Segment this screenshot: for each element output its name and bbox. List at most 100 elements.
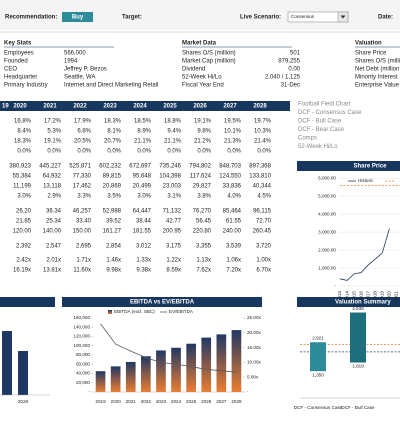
data-label: 4,536 bbox=[352, 306, 364, 311]
y-tick-label: 80,000 bbox=[76, 352, 90, 357]
stat-value: Jeffrey P. Bezos bbox=[64, 67, 107, 73]
cell: 96,115 bbox=[253, 209, 272, 215]
cell: 260.45 bbox=[253, 229, 272, 235]
y2-tick-label: 10.00x bbox=[247, 360, 261, 365]
chart-title: Share Price bbox=[353, 164, 387, 170]
legend-label: Historic bbox=[358, 178, 374, 183]
label: Live Scenario: bbox=[240, 15, 281, 21]
cell: 7.20x bbox=[226, 268, 241, 274]
data-label: 2,921 bbox=[312, 335, 324, 340]
cell: 13.81x bbox=[43, 268, 61, 274]
x-tick-label: 2023 bbox=[156, 399, 167, 404]
ebitda-header bbox=[62, 297, 262, 307]
cell: 23,003 bbox=[163, 184, 182, 190]
left-chart-header bbox=[0, 297, 55, 307]
x-tick-label: 2028 bbox=[18, 399, 29, 404]
scenario[interactable]: Consensus bbox=[291, 14, 315, 19]
cell: 848,703 bbox=[219, 164, 241, 170]
cell: 0.0% bbox=[17, 149, 31, 155]
stat-value: 0.00 bbox=[288, 67, 300, 73]
cell: 2,695 bbox=[76, 244, 92, 250]
cell: 16.8% bbox=[14, 119, 32, 125]
x-tick-label: DCF - Consensus Case bbox=[294, 405, 343, 410]
cell: 2.01x bbox=[46, 258, 61, 264]
cell: 64,932 bbox=[43, 174, 62, 180]
cell: 181.55 bbox=[133, 229, 152, 235]
cell: 3.8% bbox=[197, 194, 211, 200]
link: Comps bbox=[298, 136, 317, 142]
x-tick-label: 2026 bbox=[201, 399, 212, 404]
x-tick-label: 2017 bbox=[365, 291, 370, 302]
bar bbox=[18, 351, 28, 395]
cell: 3.5% bbox=[107, 194, 121, 200]
y2-tick-label: - bbox=[247, 389, 249, 394]
cell: 0.0% bbox=[47, 149, 61, 155]
dropdown-arrow bbox=[340, 15, 346, 19]
stat-label: Share Price bbox=[355, 51, 387, 57]
stat-value: 879,255 bbox=[278, 59, 300, 65]
x-tick-label: 2018 bbox=[373, 291, 378, 302]
cell: 117,624 bbox=[190, 174, 212, 180]
cell: 140.00 bbox=[43, 229, 62, 235]
y2-tick-label: 5.00x bbox=[247, 374, 259, 379]
chart-title: EBITDA vs EV/EBITDA bbox=[130, 300, 195, 306]
x-tick-label: 2021 bbox=[126, 399, 137, 404]
x-tick-label: 2024 bbox=[171, 399, 182, 404]
cell: 0.0% bbox=[137, 149, 151, 155]
cell: 20.7% bbox=[104, 139, 122, 145]
cell: 3,539 bbox=[226, 244, 242, 250]
bar bbox=[350, 312, 366, 363]
cell: 2,392 bbox=[16, 244, 32, 250]
stat-value: 31-Dec bbox=[281, 83, 300, 89]
y-tick-label: 6,000.00 bbox=[318, 175, 336, 180]
cell: 21.2% bbox=[194, 139, 212, 145]
y-tick-label: - bbox=[88, 389, 90, 394]
x-tick-label: 2016 bbox=[358, 291, 363, 302]
label: Recommendation: bbox=[5, 15, 57, 21]
cell: 56.45 bbox=[196, 219, 212, 225]
cell: 42.77 bbox=[166, 219, 182, 225]
cell: 5.3% bbox=[47, 129, 61, 135]
x-tick-label: 2022 bbox=[141, 399, 152, 404]
y-tick-label: 40,000 bbox=[76, 371, 90, 376]
cell: 20,869 bbox=[103, 184, 122, 190]
recommendation: Buy bbox=[72, 15, 84, 21]
year: 2022 bbox=[73, 104, 87, 110]
cell: 3,720 bbox=[256, 244, 272, 250]
cell: 602,232 bbox=[99, 164, 121, 170]
cell: 29,827 bbox=[193, 184, 212, 190]
cell: 11.60x bbox=[73, 268, 91, 274]
cell: 17.2% bbox=[44, 119, 62, 125]
y-tick-label: 3,000.00 bbox=[318, 229, 336, 234]
cell: 77,330 bbox=[73, 174, 92, 180]
cell: 19.1% bbox=[44, 139, 62, 145]
cell: 64,447 bbox=[133, 209, 152, 215]
cell: 672,697 bbox=[129, 164, 151, 170]
cell: 13,118 bbox=[43, 184, 62, 190]
stat-value: 1994 bbox=[64, 59, 78, 65]
cell: 1.00x bbox=[256, 258, 271, 264]
cell: 72.70 bbox=[256, 219, 272, 225]
stat-label: Net Debt (million bbox=[355, 67, 399, 73]
x-tick-label: 2025 bbox=[186, 399, 197, 404]
cell: 2,547 bbox=[46, 244, 62, 250]
year: 2024 bbox=[133, 104, 147, 110]
cell: 0.0% bbox=[227, 149, 241, 155]
cell: 17.9% bbox=[74, 119, 92, 125]
price-line bbox=[339, 228, 390, 281]
cell: 18.5% bbox=[134, 119, 152, 125]
data-label: 1,350 bbox=[312, 372, 324, 377]
cell: 0.0% bbox=[197, 149, 211, 155]
cell: 1.06x bbox=[226, 258, 241, 264]
stat-value: Seattle, WA bbox=[64, 75, 95, 81]
cell: 21.3% bbox=[224, 139, 242, 145]
y-tick-label: 100,000 bbox=[73, 343, 90, 348]
cell: 0.0% bbox=[167, 149, 181, 155]
y-tick-label: 60,000 bbox=[76, 361, 90, 366]
cell: 4.5% bbox=[257, 194, 271, 200]
cell: 1.22x bbox=[166, 258, 181, 264]
section-title: Key Stats bbox=[4, 41, 32, 47]
cell: 240.00 bbox=[223, 229, 242, 235]
cell: 1.46x bbox=[106, 258, 121, 264]
cell: 380,923 bbox=[9, 164, 31, 170]
